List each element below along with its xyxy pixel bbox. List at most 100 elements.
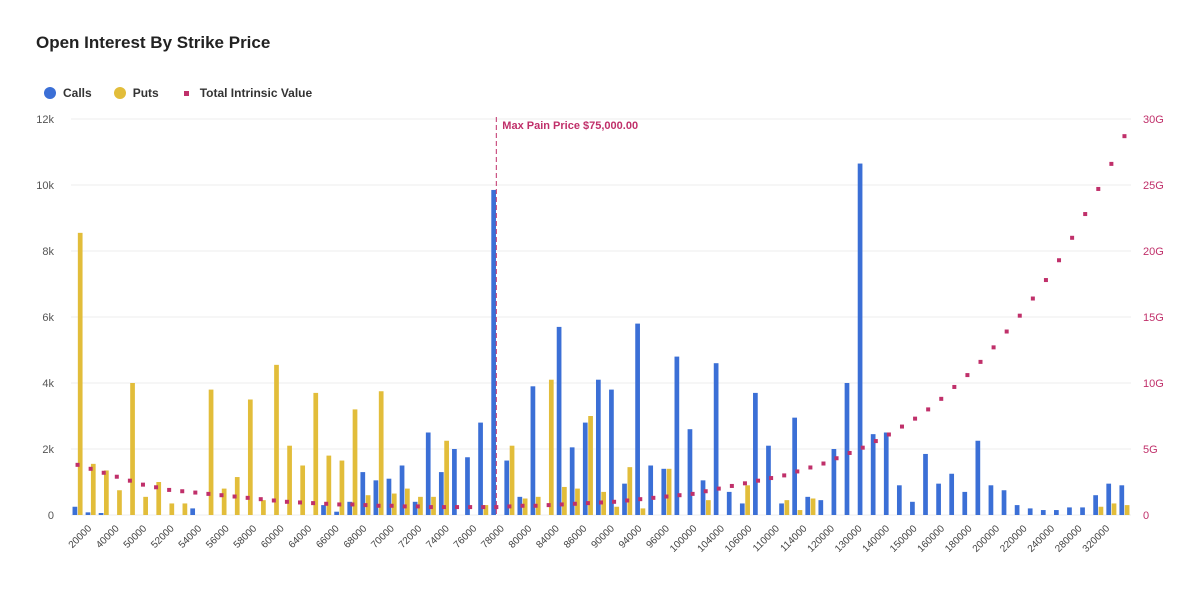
intrinsic-swatch xyxy=(183,90,189,96)
puts-bar xyxy=(810,498,816,515)
y-tick-right: 0 xyxy=(1143,510,1149,522)
intrinsic-point xyxy=(337,502,342,507)
intrinsic-point xyxy=(232,494,237,499)
legend-item-intrinsic[interactable]: Total Intrinsic Value xyxy=(181,86,312,100)
intrinsic-point xyxy=(520,503,525,508)
legend-item-puts[interactable]: Puts xyxy=(113,86,159,100)
calls-bar xyxy=(491,189,497,515)
intrinsic-point xyxy=(311,501,316,506)
intrinsic-point xyxy=(939,396,944,401)
puts-bar xyxy=(326,455,332,515)
y-tick-right: 25G xyxy=(1143,180,1164,192)
intrinsic-point xyxy=(638,497,643,502)
intrinsic-point xyxy=(1004,329,1009,334)
intrinsic-point xyxy=(1070,235,1075,240)
intrinsic-point xyxy=(834,456,839,461)
legend-item-calls[interactable]: Calls xyxy=(44,86,92,100)
intrinsic-point xyxy=(468,505,473,510)
x-tick-label: 84000 xyxy=(534,523,562,551)
x-tick-label: 160000 xyxy=(916,523,948,555)
x-tick-label: 114000 xyxy=(779,523,810,554)
x-tick-label: 120000 xyxy=(806,523,838,555)
calls-bar xyxy=(72,506,78,515)
calls-bar xyxy=(949,473,955,515)
puts-bar xyxy=(614,506,620,515)
intrinsic-point xyxy=(991,345,996,350)
puts-bar xyxy=(143,496,148,515)
intrinsic-point xyxy=(742,481,747,486)
puts-bar xyxy=(77,232,83,515)
calls-bar xyxy=(595,379,601,515)
intrinsic-point xyxy=(782,473,787,478)
intrinsic-point xyxy=(206,491,211,496)
intrinsic-point xyxy=(140,482,145,487)
calls-bar xyxy=(831,449,837,515)
y-tick-left: 0 xyxy=(48,510,54,522)
calls-bar xyxy=(883,432,889,515)
puts-bar xyxy=(339,460,345,515)
y-tick-right: 5G xyxy=(1143,444,1158,456)
calls-bar xyxy=(674,356,680,515)
x-tick-label: 70000 xyxy=(369,523,397,551)
puts-bar xyxy=(575,488,580,515)
intrinsic-point xyxy=(559,502,564,507)
x-tick-label: 50000 xyxy=(122,523,150,551)
intrinsic-point xyxy=(1043,278,1048,283)
puts-bar xyxy=(391,493,397,515)
calls-bar xyxy=(347,501,353,515)
calls-bar xyxy=(1119,485,1125,515)
puts-bar xyxy=(1111,503,1117,515)
intrinsic-point xyxy=(952,384,957,389)
puts-bar xyxy=(221,488,227,515)
y-tick-left: 10k xyxy=(36,180,54,192)
x-tick-label: 130000 xyxy=(833,523,865,555)
puts-bar xyxy=(640,508,646,515)
x-tick-label: 320000 xyxy=(1081,523,1113,555)
puts-bar xyxy=(548,379,554,515)
intrinsic-point xyxy=(494,505,499,510)
calls-bar xyxy=(726,491,732,515)
max-pain-label: Max Pain Price $75,000.00 xyxy=(502,120,638,132)
calls-bar xyxy=(569,447,575,515)
x-tick-label: 110000 xyxy=(751,523,782,554)
y-tick-right: 10G xyxy=(1143,378,1164,390)
intrinsic-point xyxy=(546,503,551,508)
intrinsic-point xyxy=(795,469,800,474)
y-tick-left: 12k xyxy=(36,114,54,126)
puts-bar xyxy=(234,477,240,515)
calls-bar xyxy=(504,460,510,515)
x-tick-label: 150000 xyxy=(888,523,920,555)
calls-bar xyxy=(360,472,366,515)
calls-bar xyxy=(85,512,91,515)
intrinsic-point xyxy=(114,474,119,479)
x-tick-label: 66000 xyxy=(314,523,342,551)
x-tick-label: 58000 xyxy=(232,523,260,551)
legend-label-puts: Puts xyxy=(132,86,159,100)
puts-bar xyxy=(274,364,279,515)
calls-bar xyxy=(975,440,981,515)
intrinsic-point xyxy=(664,494,669,499)
intrinsic-point xyxy=(441,505,446,510)
puts-bar xyxy=(117,490,122,515)
calls-bar xyxy=(687,429,693,515)
calls-bar xyxy=(700,480,706,515)
intrinsic-point xyxy=(612,499,617,504)
intrinsic-point xyxy=(978,359,983,364)
calls-bar xyxy=(870,434,876,515)
intrinsic-point xyxy=(88,466,93,471)
intrinsic-point xyxy=(271,498,276,503)
calls-bar xyxy=(190,508,196,515)
intrinsic-point xyxy=(599,500,603,505)
puts-bar xyxy=(535,496,541,515)
intrinsic-point xyxy=(75,462,80,467)
intrinsic-point xyxy=(258,497,263,502)
intrinsic-point xyxy=(350,502,355,507)
calls-bar xyxy=(1014,505,1020,515)
intrinsic-point xyxy=(167,487,172,492)
chart-legend: Calls Puts Total Intrinsic Value xyxy=(44,86,334,100)
puts-bar xyxy=(378,391,384,515)
intrinsic-point xyxy=(428,505,433,510)
calls-bar xyxy=(1054,510,1059,515)
puts-bar xyxy=(261,500,266,515)
x-tick-label: 80000 xyxy=(507,523,535,551)
